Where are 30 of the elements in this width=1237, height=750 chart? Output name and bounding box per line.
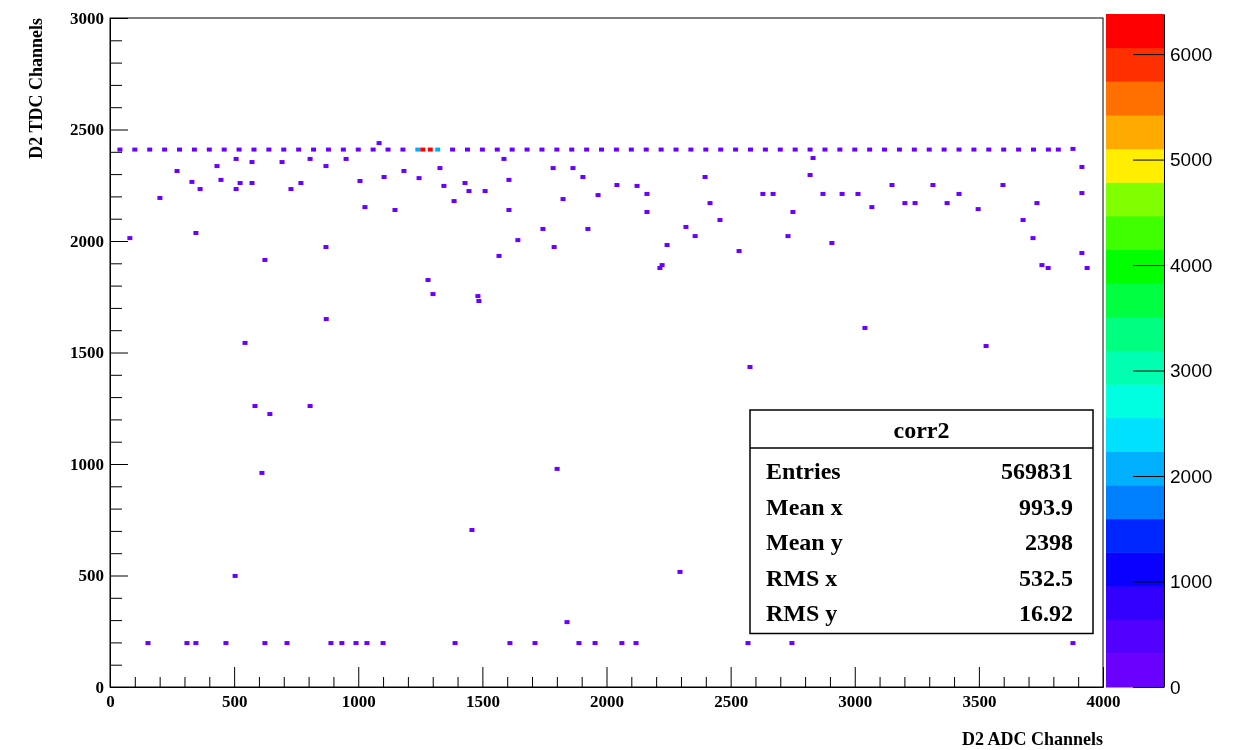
y-tick-label: 1500 bbox=[70, 343, 104, 363]
x-tick-label: 2500 bbox=[714, 692, 749, 712]
y-tick-label: 2500 bbox=[70, 120, 104, 140]
x-tick-label: 1500 bbox=[465, 692, 500, 712]
color-bar-label: 3000 bbox=[1170, 360, 1213, 382]
x-tick-label: 3000 bbox=[838, 692, 873, 712]
annotation: corr2 bbox=[893, 417, 950, 443]
color-bar-label: 0 bbox=[1170, 676, 1181, 698]
text: RMS y 16.92 bbox=[766, 600, 1073, 626]
y-tick-label: 0 bbox=[95, 677, 104, 697]
color-bar-label: 1000 bbox=[1170, 571, 1213, 593]
x-tick-label: 4000 bbox=[1086, 692, 1121, 712]
y-tick-label: 2000 bbox=[70, 231, 104, 251]
text: Mean y 2398 bbox=[766, 529, 1073, 555]
color-bar-label: 6000 bbox=[1170, 43, 1213, 65]
color-bar-label: 5000 bbox=[1170, 149, 1213, 171]
x-tick-label: 2000 bbox=[590, 692, 624, 712]
color-bar-label: 4000 bbox=[1170, 254, 1213, 276]
text: Entries 569831 bbox=[766, 458, 1073, 484]
y-tick-label: 1000 bbox=[70, 454, 104, 474]
x-axis-title: D2 ADC Channels bbox=[961, 729, 1103, 749]
y-tick-label: 500 bbox=[78, 566, 104, 586]
x-tick-label: 500 bbox=[221, 692, 248, 712]
text: Mean x 993.9 bbox=[766, 493, 1073, 520]
color-bar-label: 2000 bbox=[1170, 465, 1213, 487]
y-tick-label: 3000 bbox=[70, 8, 104, 28]
x-tick-label: 3500 bbox=[962, 692, 997, 712]
x-tick-label: 1000 bbox=[341, 692, 376, 712]
y-axis-title: D2 TDC Channels bbox=[26, 18, 46, 159]
text: RMS x 532.5 bbox=[766, 564, 1073, 591]
